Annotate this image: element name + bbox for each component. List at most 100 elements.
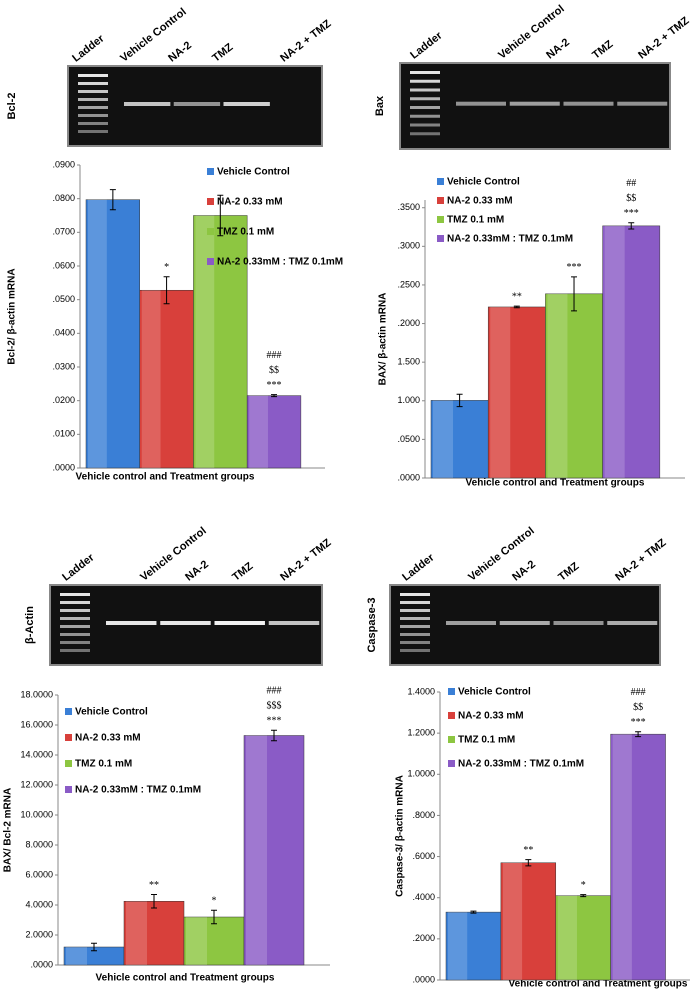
sample-band [268, 621, 320, 625]
y-tick-label: .8000 [412, 810, 435, 820]
ladder-band [410, 106, 440, 109]
y-axis-label: Bcl-2/ β-actin mRNA [7, 268, 18, 364]
significance-label: $$ [269, 365, 279, 376]
bar [602, 225, 661, 479]
bar-highlight [88, 199, 107, 468]
y-axis-label: BAX/ Bcl-2 mRNA [3, 788, 14, 872]
legend-label: NA-2 0.33 mM [217, 197, 283, 208]
ladder-band [400, 601, 430, 604]
legend-label: NA-2 0.33 mM [447, 196, 513, 207]
bar-highlight [490, 306, 511, 478]
legend-label: NA-2 0.33 mM [458, 711, 524, 722]
significance-label: *** [567, 262, 582, 273]
error-bar [525, 859, 532, 867]
significance-label: ** [149, 880, 159, 891]
legend-swatch [65, 734, 72, 741]
y-tick-label: .2500 [397, 279, 420, 289]
error-bar [163, 276, 170, 305]
y-tick-label: .0500 [52, 294, 75, 304]
legend-swatch [437, 235, 444, 242]
significance-label: ** [512, 291, 522, 302]
bar-highlight [612, 734, 632, 980]
sample-band [563, 101, 614, 106]
sample-band [160, 621, 211, 625]
bar [139, 289, 194, 469]
ladder-band [400, 625, 430, 628]
error-bar [635, 731, 642, 738]
lane-label: NA-2 + TMZ [278, 537, 334, 584]
ladder-band [78, 82, 108, 85]
x-axis-label: Vehicle control and Treatment groups [96, 973, 275, 984]
sample-band [499, 621, 550, 625]
legend-label: Vehicle Control [75, 707, 148, 718]
error-bar [580, 894, 587, 898]
error-bar [456, 393, 463, 408]
error-bar [271, 729, 277, 742]
legend-swatch [207, 228, 214, 235]
gel-label: Bax [374, 95, 386, 116]
sample-band [214, 621, 265, 625]
significance-label: * [212, 896, 217, 907]
sample-band [553, 621, 604, 625]
legend-swatch [437, 197, 444, 204]
gel-label: β-Actin [24, 606, 36, 644]
legend-swatch [437, 178, 444, 185]
y-tick-label: 10.0000 [20, 809, 53, 819]
ladder-band [400, 617, 430, 620]
ladder-band [78, 122, 108, 125]
bar-highlight [502, 862, 523, 980]
ladder-band [400, 649, 430, 652]
sample-band [446, 621, 496, 625]
gel-label: Bcl-2 [6, 93, 18, 120]
lane-label: NA-2 [510, 558, 538, 583]
error-bar [211, 909, 217, 925]
y-tick-label: .0400 [52, 328, 75, 338]
ladder-band [60, 593, 90, 596]
lane-label: Ladder [408, 29, 445, 61]
significance-label: *** [624, 208, 639, 219]
ladder-band [400, 641, 430, 644]
bar-highlight [557, 895, 577, 980]
ladder-band [60, 633, 90, 636]
legend-swatch [65, 786, 72, 793]
legend-label: Vehicle Control [458, 687, 531, 698]
y-tick-label: 1.000 [397, 395, 420, 405]
y-tick-label: 8.0000 [25, 839, 53, 849]
significance-label: ### [267, 686, 282, 697]
ladder-band [78, 106, 108, 109]
significance-label: $$ [633, 702, 643, 713]
ladder-band [60, 609, 90, 612]
legend-label: NA-2 0.33 mM [75, 733, 141, 744]
y-tick-label: .0700 [52, 227, 75, 237]
ladder-band [410, 88, 440, 92]
y-axis-label: Caspase-3/ β-actin mRNA [395, 775, 406, 897]
error-bar [217, 194, 224, 237]
significance-label: ### [267, 350, 282, 361]
significance-label: ** [523, 845, 533, 856]
legend-label: TMZ 0.1 mM [75, 759, 132, 770]
bar [430, 400, 489, 479]
lane-label: Ladder [70, 32, 107, 64]
ladder-band [410, 97, 440, 101]
legend-swatch [207, 258, 214, 265]
y-tick-label: 16.0000 [20, 719, 53, 729]
y-tick-label: 1.500 [397, 357, 420, 367]
error-bar [513, 305, 520, 309]
y-tick-label: 18.0000 [20, 689, 53, 699]
legend-label: TMZ 0.1 mM [217, 227, 274, 238]
bar-highlight [141, 290, 161, 468]
significance-label: ### [631, 687, 646, 698]
sample-band [617, 101, 668, 106]
bar-highlight [66, 947, 87, 965]
significance-label: *** [631, 717, 646, 728]
y-tick-label: .3500 [397, 202, 420, 212]
bar [183, 916, 245, 966]
significance-label: * [581, 880, 586, 891]
y-tick-label: 1.2000 [407, 728, 435, 738]
legend-label: Vehicle Control [217, 167, 290, 178]
y-tick-label: .0000 [52, 462, 75, 472]
ladder-band [60, 617, 90, 620]
x-axis-label: Vehicle control and Treatment groups [76, 472, 255, 483]
bar-highlight [547, 293, 568, 478]
